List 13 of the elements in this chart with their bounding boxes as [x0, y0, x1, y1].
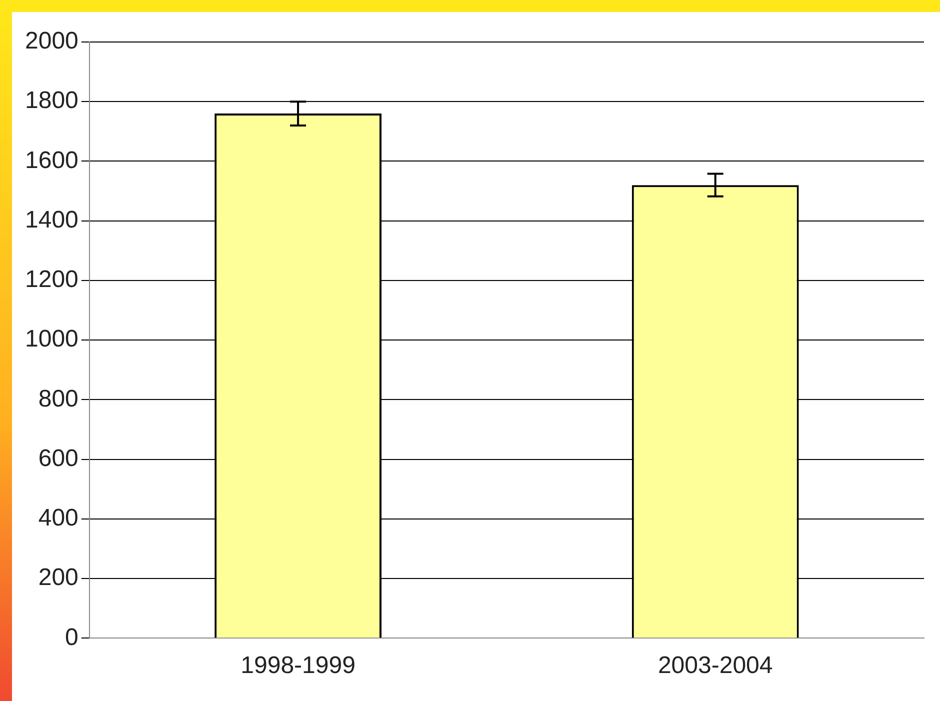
y-tick-label: 1200: [25, 266, 78, 294]
y-tick-label: 1000: [25, 326, 78, 353]
y-tick-label: 200: [38, 564, 78, 592]
y-tick-label: 0: [65, 624, 78, 651]
y-tick-label: 1400: [25, 206, 78, 234]
y-tick-label: 800: [38, 385, 78, 412]
y-tick-label: 400: [38, 504, 78, 532]
x-tick-label: 1998-1999: [240, 652, 356, 680]
x-tick-label: 2003-2004: [658, 652, 773, 680]
y-tick-label: 2000: [25, 28, 78, 55]
y-tick-label: 1600: [25, 146, 78, 174]
y-tick-label: 1800: [25, 87, 78, 114]
y-tick-label: 600: [38, 444, 78, 472]
